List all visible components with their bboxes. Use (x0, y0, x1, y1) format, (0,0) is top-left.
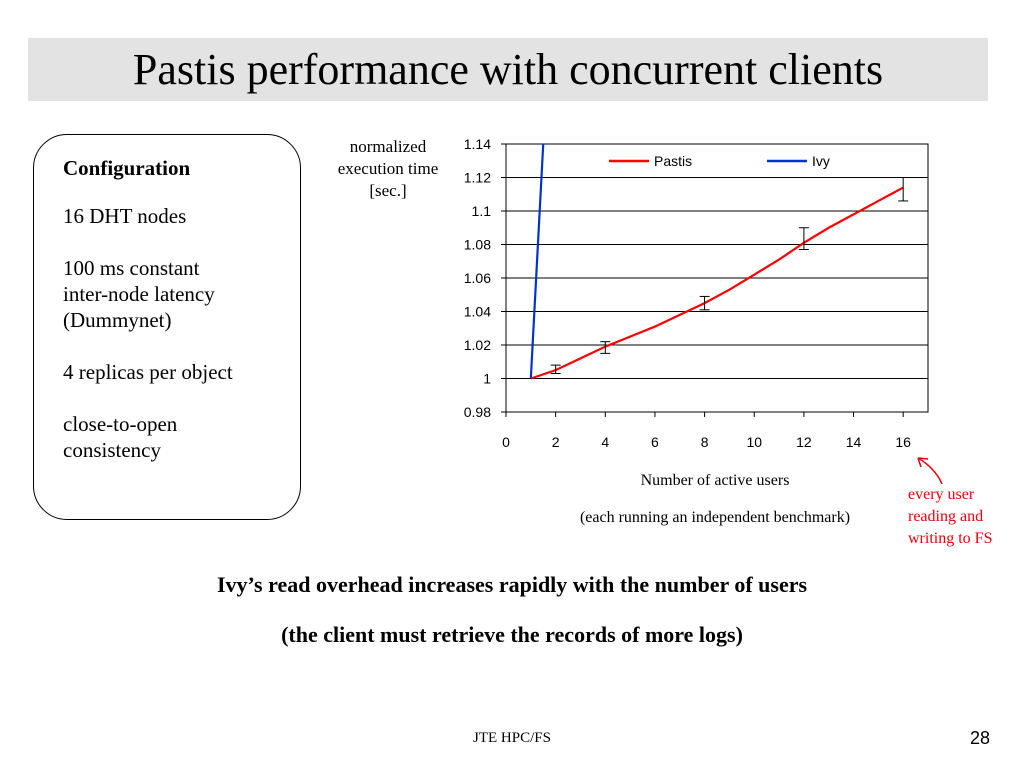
annotation-arrow (917, 457, 943, 485)
x-tick-label: 8 (701, 434, 709, 450)
config-item-replicas: 4 replicas per object (63, 360, 233, 384)
y-tick-labels: 0.98 1 1.02 1.04 1.06 1.08 1.1 1.12 1.14 (464, 136, 506, 420)
x-tick-labels: 0 2 4 6 8 10 12 14 16 (502, 412, 911, 450)
configuration-box: Configuration 16 DHT nodes 100 ms consta… (33, 134, 301, 520)
y-tick-label: 1.06 (464, 270, 491, 286)
error-bar-4 (898, 177, 909, 202)
x-axis-label: Number of active users (640, 472, 790, 489)
conclusion-line-1: Ivy’s read overhead increases rapidly wi… (216, 572, 808, 597)
series-line-ivy (529, 143, 545, 379)
series-lines (529, 143, 904, 380)
y-tick-label: 1.14 (464, 136, 491, 152)
error-bar-2 (699, 295, 710, 311)
x-tick-label: 2 (552, 434, 560, 450)
legend-label-pastis: Pastis (654, 153, 692, 169)
y-tick-label: 0.98 (464, 404, 491, 420)
title-bar: Pastis performance with concurrent clien… (28, 38, 988, 101)
grid-lines (506, 143, 928, 413)
y-tick-label: 1.02 (464, 337, 491, 353)
x-tick-label: 4 (601, 434, 609, 450)
error-bar-1 (600, 341, 611, 354)
error-bar-0 (550, 364, 561, 374)
annotation-arrowhead (917, 457, 929, 468)
config-item-consistency: close-to-open consistency (63, 412, 178, 462)
configuration-content: Configuration 16 DHT nodes 100 ms consta… (63, 155, 303, 489)
slide-title: Pastis performance with concurrent clien… (132, 45, 884, 94)
x-tick-label: 0 (502, 434, 510, 450)
x-axis-note: (each running an independent benchmark) (579, 509, 851, 526)
config-item-dht-nodes: 16 DHT nodes (63, 204, 187, 228)
y-tick-label: 1.04 (464, 304, 491, 320)
annotation-text: every user reading and writing to FS (908, 486, 993, 547)
error-bar-3 (798, 227, 809, 251)
config-item-latency: 100 ms constant inter-node latency (Dumm… (63, 256, 215, 332)
y-tick-label: 1.1 (472, 203, 492, 219)
conclusion-line-2: (the client must retrieve the records of… (281, 622, 743, 647)
series-line-pastis (530, 186, 904, 380)
y-tick-label: 1 (483, 371, 491, 387)
x-tick-label: 16 (895, 434, 911, 450)
x-tick-label: 6 (651, 434, 659, 450)
page-number: 28 (969, 728, 990, 748)
x-tick-label: 14 (846, 434, 862, 450)
x-tick-label: 10 (746, 434, 762, 450)
y-tick-label: 1.08 (464, 237, 491, 253)
x-tick-label: 12 (796, 434, 812, 450)
chart-legend: Pastis Ivy (609, 153, 830, 169)
y-axis-label: normalized execution time [sec.] (337, 137, 439, 200)
configuration-title: Configuration (63, 156, 191, 180)
legend-label-ivy: Ivy (812, 153, 830, 169)
error-bars (550, 177, 909, 374)
footer-text: JTE HPC/FS (473, 730, 551, 746)
y-tick-label: 1.12 (464, 170, 491, 186)
